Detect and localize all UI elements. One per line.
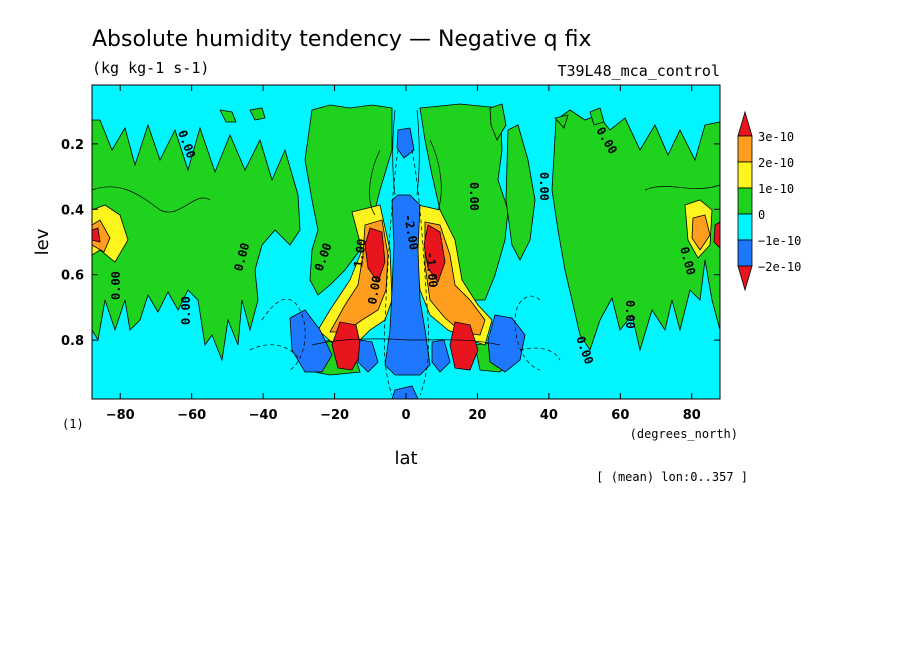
blue-band-region (289, 127, 526, 400)
contour-label: 0.00 (179, 296, 193, 325)
colorbar-tick-label: 2e-10 (758, 156, 794, 170)
colorbar-arrow-bottom (737, 265, 753, 292)
x-tick-label: 20 (468, 408, 486, 423)
x-tick-label: 60 (611, 408, 629, 423)
contour-label: 0.00 (537, 172, 551, 201)
contour-label: -2.00 (401, 213, 421, 251)
colorbar-tick-label: 1e-10 (758, 182, 794, 196)
colorbar-swatch (737, 135, 753, 163)
contour-label: 0.00 (467, 182, 481, 211)
contour-lines (91, 109, 721, 346)
x-tick-label: 80 (683, 408, 701, 423)
colorbar: 3e-10 2e-10 1e-10 0 −1e-10 −2e-10 (737, 110, 801, 292)
contour-label: 1.00 (351, 238, 369, 269)
x-tick-label: −40 (249, 408, 278, 423)
plot-area: 0.00 0.00 0.00 0.00 0.00 0.00 0.00 0.00 … (91, 84, 721, 400)
colorbar-arrow-top (737, 110, 753, 137)
y-axis: 0.2 0.4 0.6 0.8 (61, 138, 720, 349)
x-axis-units: (degrees_north) (630, 427, 738, 441)
x-axis: −80 −60 −40 −20 0 20 40 60 80 (106, 85, 701, 423)
x-tick-label: −60 (177, 408, 206, 423)
y-tick-label: 0.4 (61, 203, 84, 218)
red-band-region (91, 221, 721, 371)
colorbar-swatch (737, 161, 753, 189)
colorbar-swatch (737, 213, 753, 241)
contour-label: 0.00 (109, 271, 123, 300)
x-tick-label: 0 (401, 408, 410, 423)
colorbar-tick-label: −2e-10 (758, 260, 801, 274)
x-tick-label: −80 (106, 408, 135, 423)
x-axis-label: lat (394, 448, 417, 469)
contour-label: 0.00 (365, 275, 384, 306)
contour-label: 0.00 (623, 300, 637, 329)
colorbar-swatch (737, 239, 753, 267)
y-tick-label: 0.8 (61, 334, 84, 349)
y-axis-units: (1) (62, 417, 84, 431)
chart-title: Absolute humidity tendency — Negative q … (92, 27, 592, 52)
experiment-label: T39L48_mca_control (557, 62, 720, 80)
units-label: (kg kg-1 s-1) (92, 59, 209, 77)
colorbar-tick-label: −1e-10 (758, 234, 801, 248)
negative-contour-lines (249, 149, 561, 396)
y-axis-label: lev (32, 228, 53, 255)
colorbar-tick-label: 0 (758, 208, 765, 222)
averaging-note: [ (mean) lon:0..357 ] (596, 470, 748, 484)
x-tick-label: 40 (540, 408, 558, 423)
contour-label: -1.00 (423, 251, 440, 288)
green-band-region (91, 103, 721, 376)
y-tick-label: 0.6 (61, 269, 84, 284)
colorbar-tick-label: 3e-10 (758, 130, 794, 144)
colorbar-swatch (737, 187, 753, 215)
y-tick-label: 0.2 (61, 138, 84, 153)
x-tick-label: −20 (320, 408, 349, 423)
